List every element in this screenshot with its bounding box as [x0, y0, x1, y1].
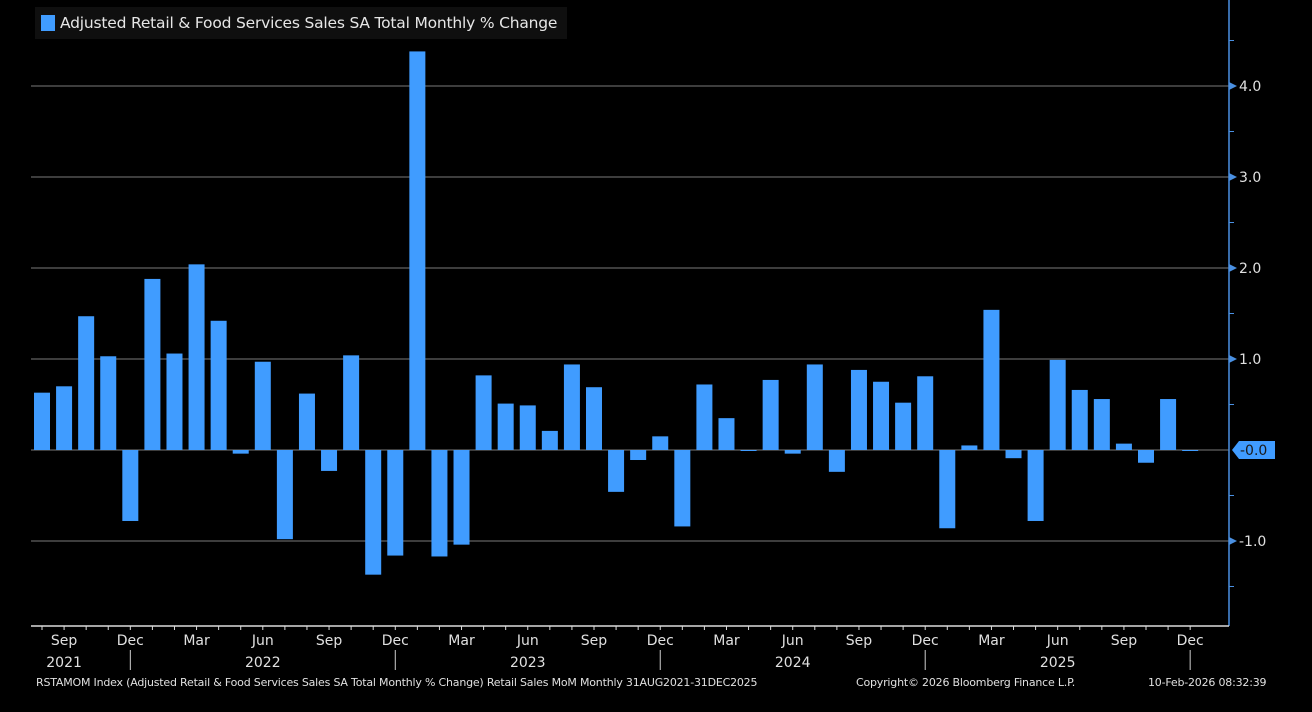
bar-apr-2022: [210, 320, 227, 450]
bar-feb-2023: [431, 450, 448, 557]
y-tick-label: 3.0: [1239, 170, 1261, 186]
bar-jun-2024: [784, 450, 801, 454]
x-month-label: Sep: [1111, 633, 1138, 649]
bar-may-2024: [762, 379, 779, 450]
bar-dec-2021: [122, 450, 139, 521]
bar-jan-2025: [939, 450, 956, 529]
bar-may-2022: [232, 450, 249, 454]
x-year-label: 2021: [46, 655, 82, 671]
bar-jul-2024: [806, 364, 823, 450]
x-month-label: Jun: [251, 633, 274, 649]
x-month-label: Sep: [846, 633, 873, 649]
bar-apr-2025: [1005, 450, 1022, 459]
y-tick-marker: [1229, 82, 1237, 90]
chart-legend: Adjusted Retail & Food Services Sales SA…: [35, 7, 568, 39]
bar-oct-2021: [78, 316, 95, 450]
y-tick-label: 2.0: [1239, 261, 1261, 277]
bar-nov-2021: [100, 356, 117, 450]
bar-aug-2021: [34, 392, 50, 450]
bar-aug-2022: [298, 393, 315, 450]
legend-label: Adjusted Retail & Food Services Sales SA…: [60, 14, 558, 32]
y-tick-marker: [1229, 173, 1237, 181]
bar-jul-2025: [1071, 389, 1088, 450]
bar-jun-2025: [1049, 359, 1066, 450]
bar-jul-2022: [276, 450, 293, 540]
x-month-label: Dec: [117, 633, 144, 649]
bar-oct-2023: [608, 450, 625, 492]
bar-may-2023: [497, 403, 514, 450]
x-month-label: Jun: [781, 633, 804, 649]
bar-jul-2023: [541, 430, 558, 450]
bar-dec-2022: [387, 450, 404, 556]
bar-jun-2022: [254, 361, 271, 450]
last-value-label: -0.0: [1240, 443, 1267, 459]
y-tick-label: 1.0: [1239, 352, 1261, 368]
x-month-label: Mar: [183, 633, 210, 649]
copyright-note: Copyright© 2026 Bloomberg Finance L.P.: [856, 676, 1076, 689]
bar-feb-2025: [961, 445, 978, 450]
bar-aug-2023: [563, 364, 580, 450]
last-value-badge: [1232, 441, 1275, 459]
y-tick-label: -1.0: [1239, 534, 1266, 550]
x-year-label: 2023: [510, 655, 546, 671]
bar-sep-2021: [56, 386, 73, 450]
timestamp: 10-Feb-2026 08:32:39: [1148, 676, 1267, 689]
x-year-label: 2022: [245, 655, 281, 671]
bar-mar-2025: [983, 309, 1000, 450]
bar-nov-2024: [895, 402, 912, 450]
bar-dec-2025: [1182, 450, 1199, 451]
x-month-label: Dec: [1177, 633, 1204, 649]
x-month-label: Mar: [978, 633, 1005, 649]
bar-jun-2023: [519, 405, 536, 450]
bar-sep-2025: [1115, 443, 1132, 450]
bar-mar-2022: [188, 264, 205, 450]
x-month-label: Dec: [382, 633, 409, 649]
x-month-label: Sep: [316, 633, 343, 649]
bar-mar-2024: [718, 418, 735, 450]
x-month-label: Jun: [516, 633, 539, 649]
bar-jan-2023: [409, 51, 426, 451]
bar-dec-2023: [652, 436, 669, 450]
bar-jan-2022: [144, 278, 161, 450]
bar-apr-2023: [475, 375, 492, 450]
bar-mar-2023: [453, 450, 470, 545]
x-month-label: Dec: [912, 633, 939, 649]
bar-sep-2024: [850, 369, 867, 450]
bar-feb-2022: [166, 353, 183, 450]
bar-jan-2024: [674, 450, 691, 527]
y-tick-marker: [1229, 537, 1237, 545]
x-month-label: Mar: [448, 633, 475, 649]
y-tick-label: 4.0: [1239, 79, 1261, 95]
bar-may-2025: [1027, 450, 1044, 521]
x-year-label: 2024: [775, 655, 811, 671]
bar-sep-2023: [586, 387, 602, 450]
bar-oct-2024: [873, 381, 890, 450]
y-tick-marker: [1229, 264, 1237, 272]
x-month-label: Mar: [713, 633, 740, 649]
bar-nov-2022: [365, 450, 382, 575]
x-year-label: 2025: [1040, 655, 1076, 671]
bar-oct-2022: [343, 355, 360, 450]
x-month-label: Sep: [581, 633, 608, 649]
bar-nov-2025: [1160, 399, 1177, 450]
x-month-label: Jun: [1046, 633, 1069, 649]
bar-aug-2024: [828, 450, 845, 472]
y-tick-marker: [1229, 355, 1237, 363]
x-month-label: Sep: [51, 633, 78, 649]
bar-nov-2023: [630, 450, 647, 461]
bar-aug-2025: [1093, 399, 1110, 450]
bar-dec-2024: [917, 376, 934, 450]
x-month-label: Dec: [647, 633, 674, 649]
bar-apr-2024: [740, 450, 757, 451]
source-note: RSTAMOM Index (Adjusted Retail & Food Se…: [36, 676, 758, 689]
bar-oct-2025: [1138, 450, 1154, 463]
bar-sep-2022: [321, 450, 338, 471]
bar-feb-2024: [696, 384, 713, 450]
legend-swatch: [41, 15, 55, 31]
